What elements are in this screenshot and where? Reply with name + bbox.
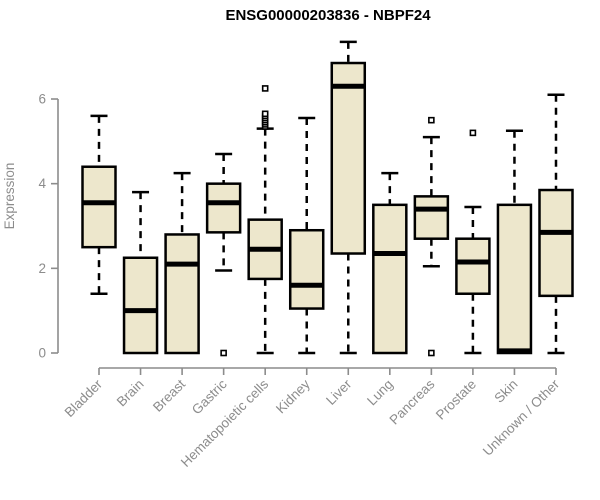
x-tick-label-brain: Brain <box>114 377 147 410</box>
iqr-box <box>288 228 325 310</box>
x-tick-label-bladder: Bladder <box>62 376 106 420</box>
iqr-box <box>205 182 242 234</box>
boxplot-hematopoietic-cells <box>247 85 283 355</box>
x-tick-label-lung: Lung <box>364 377 396 409</box>
boxplot-gastric <box>205 152 242 357</box>
boxplot-unknown-other <box>538 93 574 355</box>
boxplot-lung <box>372 171 408 355</box>
y-tick-label-4: 4 <box>38 176 46 191</box>
iqr-box <box>496 203 533 355</box>
iqr-box <box>455 237 491 295</box>
boxplot-breast <box>164 171 200 355</box>
iqr-box <box>330 61 367 255</box>
boxplots-group <box>81 40 574 357</box>
iqr-box <box>122 256 159 355</box>
boxplot-pancreas <box>413 116 450 357</box>
iqr-box <box>81 165 117 249</box>
boxplot-bladder <box>81 114 117 295</box>
boxplot-brain <box>122 190 159 355</box>
outlier-point <box>220 349 227 357</box>
y-tick-label-6: 6 <box>38 92 46 107</box>
outlier-point <box>261 110 269 118</box>
outlier-point <box>469 129 477 137</box>
outlier-point <box>428 349 435 357</box>
x-tick-label-gastric: Gastric <box>189 376 230 417</box>
boxplot-skin <box>496 129 533 355</box>
outlier-point <box>428 116 435 124</box>
x-tick-label-unknown-other: Unknown / Other <box>480 376 563 459</box>
iqr-box <box>372 203 408 355</box>
y-tick-label-2: 2 <box>38 261 46 276</box>
boxplot-kidney <box>288 116 325 355</box>
x-tick-label-breast: Breast <box>150 376 188 414</box>
x-tick-label-skin: Skin <box>491 377 520 406</box>
boxplot-liver <box>330 40 367 355</box>
x-tick-label-prostate: Prostate <box>433 377 479 423</box>
x-tick-label-pancreas: Pancreas <box>387 376 438 427</box>
outlier-point <box>261 85 269 92</box>
boxplot-prostate <box>455 129 491 355</box>
iqr-box <box>538 188 574 298</box>
iqr-box <box>164 233 200 355</box>
x-tick-label-liver: Liver <box>323 376 355 408</box>
y-axis-label: Expression <box>2 163 17 230</box>
chart-title: ENSG00000203836 - NBPF24 <box>225 7 431 24</box>
iqr-box <box>413 195 450 240</box>
y-tick-label-0: 0 <box>38 346 46 361</box>
x-tick-label-kidney: Kidney <box>273 376 313 416</box>
